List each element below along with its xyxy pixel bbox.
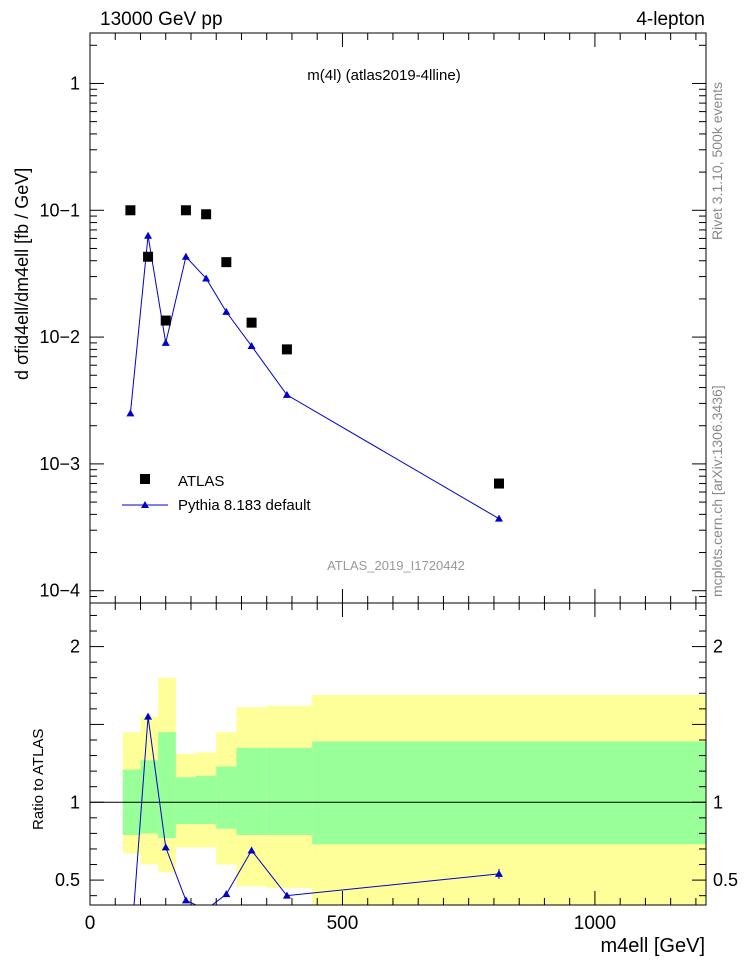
- pythia-ratio-point: [126, 950, 134, 957]
- main-y-tick-label: 1: [70, 73, 80, 93]
- legend: ATLAS Pythia 8.183 default: [122, 473, 311, 514]
- ratio-y-tick-label-left: 1: [70, 792, 80, 812]
- ratio-panel: 0.5 0.5 1 1 2 2 0 500 1000 Ratio to ATLAS m4ell …: [30, 602, 738, 957]
- atlas-data-point: [493, 478, 504, 489]
- ratio-y-tick-label-right: 1: [713, 792, 723, 812]
- ratio-y-tick-label-right: 2: [713, 637, 723, 657]
- main-frame: [89, 32, 707, 604]
- pythia-main-point: [494, 514, 503, 522]
- pythia-main-point: [126, 409, 135, 417]
- pythia-ratio-point: [247, 846, 256, 854]
- legend-pythia-label: Pythia 8.183 default: [178, 497, 311, 514]
- ratio-inner-band: [312, 741, 706, 845]
- ratio-y-tick-label-left: 2: [70, 637, 80, 657]
- pythia-ratio-point: [181, 896, 190, 904]
- main-y-axis: 1 10−1 10−2 10−3 10−4: [39, 33, 706, 604]
- ratio-inner-band: [266, 747, 313, 835]
- mcplots-label: mcplots.cern.ch [arXiv:1306.3436]: [709, 385, 725, 597]
- ratio-bands: [90, 677, 706, 905]
- pythia-main-point: [161, 338, 170, 346]
- ratio-inner-band: [140, 760, 159, 834]
- x-tick-label: 1000: [574, 913, 616, 934]
- pythia-ratio-point: [222, 890, 231, 898]
- atlas-data-point: [281, 344, 292, 355]
- ratio-marks: [126, 712, 503, 957]
- atlas-data-point: [160, 315, 171, 326]
- ratio-y-tick-label-left: 0.5: [55, 870, 80, 890]
- main-title: m(4l) (atlas2019-4lline): [307, 67, 460, 84]
- pythia-ratio-point: [282, 891, 291, 899]
- pythia-main-point: [144, 231, 153, 239]
- x-axis-label: m4ell [GeV]: [601, 935, 705, 957]
- pythia-main-point: [282, 390, 291, 398]
- atlas-data-point: [180, 205, 191, 216]
- main-marks: [125, 205, 504, 522]
- ratio-frame: [89, 602, 707, 906]
- atlas-data-point: [143, 251, 154, 262]
- pythia-main-point: [181, 252, 190, 260]
- legend-atlas-marker: [140, 474, 150, 484]
- main-y-axis-label: d σfid4ell/dm4ell [fb / GeV]: [12, 168, 32, 380]
- main-y-tick-label: 10−3: [39, 454, 80, 474]
- ratio-y-tick-label-right: 0.5: [713, 870, 738, 890]
- ratio-inner-band: [216, 766, 237, 829]
- main-y-tick-label: 10−1: [39, 200, 80, 220]
- pythia-ratio-point: [202, 906, 210, 913]
- watermark-label: ATLAS_2019_I1720442: [327, 558, 465, 573]
- ratio-inner-band: [175, 777, 197, 825]
- atlas-data-point: [221, 257, 232, 268]
- pythia-main-point: [202, 274, 211, 282]
- x-tick-label: 0: [85, 913, 96, 934]
- legend-pythia-marker: [141, 501, 149, 508]
- main-y-tick-label: 10−4: [39, 581, 80, 601]
- pythia-main-point: [247, 342, 256, 350]
- rivet-version-label: Rivet 3.1.10, 500k events: [709, 82, 725, 240]
- pythia-main-point: [222, 307, 231, 315]
- atlas-data-point: [125, 205, 136, 216]
- legend-atlas-label: ATLAS: [178, 473, 224, 490]
- ratio-inner-band: [236, 747, 267, 835]
- ratio-axes: 0.5 0.5 1 1 2 2 0 500 1000: [55, 603, 738, 934]
- main-y-tick-label: 10−2: [39, 327, 80, 347]
- main-panel: 1 10−1 10−2 10−3 10−4 m(4l) (atlas2019-4llin…: [12, 32, 707, 604]
- ratio-inner-band: [158, 732, 176, 839]
- header-energy: 13000 GeV pp: [100, 9, 223, 30]
- atlas-data-point: [246, 317, 257, 328]
- ratio-y-axis-label: Ratio to ATLAS: [30, 729, 47, 830]
- pythia-ratio-line: [133, 716, 500, 905]
- pythia-ratio-point: [144, 712, 153, 720]
- ratio-inner-band: [196, 775, 217, 825]
- x-tick-label: 500: [327, 913, 359, 934]
- pythia-ratio-point: [161, 843, 170, 851]
- header-process: 4-lepton: [636, 9, 705, 30]
- atlas-data-point: [201, 209, 212, 220]
